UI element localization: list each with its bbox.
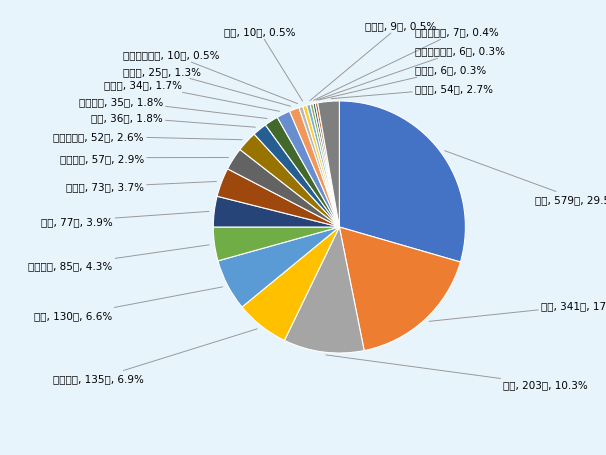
Text: その他, 54社, 2.7%: その他, 54社, 2.7% — [331, 84, 493, 100]
Wedge shape — [240, 135, 339, 228]
Text: 米国, 579社, 29.5%: 米国, 579社, 29.5% — [445, 152, 606, 205]
Wedge shape — [284, 228, 364, 353]
Wedge shape — [278, 112, 339, 228]
Wedge shape — [339, 228, 461, 351]
Wedge shape — [213, 228, 339, 261]
Wedge shape — [242, 228, 339, 341]
Wedge shape — [218, 228, 339, 307]
Text: スイス, 34社, 1.7%: スイス, 34社, 1.7% — [104, 81, 279, 112]
Text: 台湾, 130社, 6.6%: 台湾, 130社, 6.6% — [34, 287, 222, 320]
Text: 日本, 77社, 3.9%: 日本, 77社, 3.9% — [41, 212, 209, 226]
Wedge shape — [307, 105, 339, 228]
Wedge shape — [303, 106, 339, 228]
Text: イスラエル, 52社, 2.6%: イスラエル, 52社, 2.6% — [53, 132, 242, 142]
Wedge shape — [339, 102, 465, 263]
Text: ナイジェリア, 6社, 0.3%: ナイジェリア, 6社, 0.3% — [316, 46, 505, 101]
Text: イタリア, 57社, 2.9%: イタリア, 57社, 2.9% — [60, 153, 228, 163]
Text: デンマーク, 7社, 0.4%: デンマーク, 7社, 0.4% — [313, 28, 499, 101]
Text: フランス, 135社, 6.9%: フランス, 135社, 6.9% — [53, 329, 257, 384]
Text: カナダ, 73社, 3.7%: カナダ, 73社, 3.7% — [66, 182, 216, 192]
Text: 中国, 203社, 10.3%: 中国, 203社, 10.3% — [326, 355, 588, 389]
Wedge shape — [315, 104, 339, 228]
Wedge shape — [299, 107, 339, 228]
Wedge shape — [265, 118, 339, 228]
Text: ロシア, 6社, 0.3%: ロシア, 6社, 0.3% — [319, 66, 486, 101]
Text: インド, 9社, 0.5%: インド, 9社, 0.5% — [310, 21, 436, 101]
Wedge shape — [217, 169, 339, 228]
Wedge shape — [254, 126, 339, 228]
Text: タイ, 10社, 0.5%: タイ, 10社, 0.5% — [224, 28, 302, 102]
Text: スウェーデン, 10社, 0.5%: スウェーデン, 10社, 0.5% — [123, 50, 298, 104]
Wedge shape — [313, 104, 339, 228]
Text: ドイツ, 25社, 1.3%: ドイツ, 25社, 1.3% — [122, 66, 291, 107]
Wedge shape — [318, 102, 339, 228]
Text: オランダ, 85社, 4.3%: オランダ, 85社, 4.3% — [28, 245, 209, 270]
Wedge shape — [290, 108, 339, 228]
Wedge shape — [227, 150, 339, 228]
Text: 香港, 36社, 1.8%: 香港, 36社, 1.8% — [91, 113, 255, 128]
Wedge shape — [213, 197, 339, 228]
Text: イギリス, 35社, 1.8%: イギリス, 35社, 1.8% — [79, 97, 267, 119]
Text: 韓国, 341社, 17.4%: 韓国, 341社, 17.4% — [429, 300, 606, 322]
Wedge shape — [310, 105, 339, 228]
